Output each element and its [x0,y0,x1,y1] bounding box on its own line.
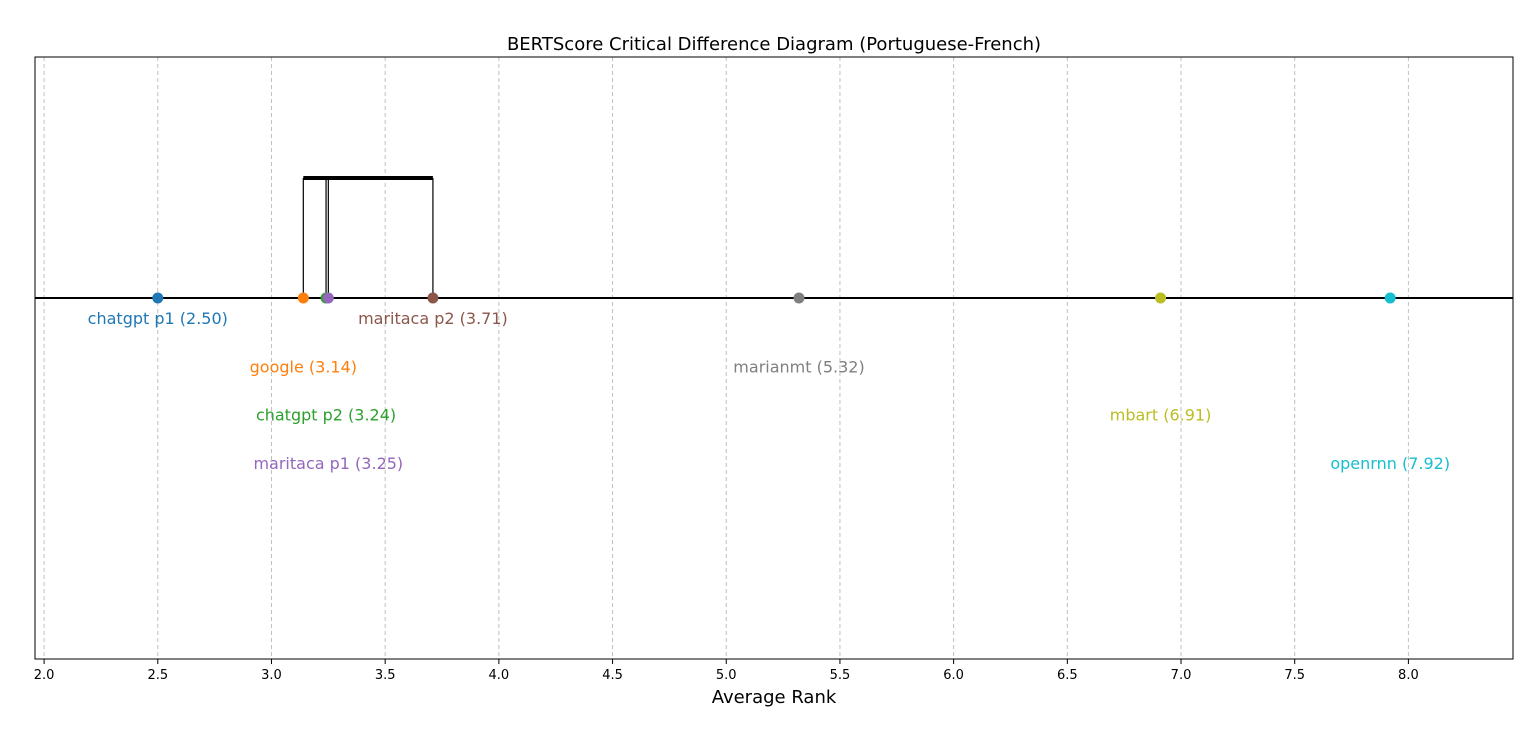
x-tick-label: 3.5 [375,668,396,683]
point-openrnn [1384,292,1396,304]
x-tick-label: 4.5 [602,668,623,683]
label-openrnn: openrnn (7.92) [1330,454,1450,473]
model-points [152,292,1396,304]
x-tick-label: 8.0 [1398,668,1419,683]
label-chatgpt-p1: chatgpt p1 (2.50) [88,309,228,328]
x-tick-label: 4.0 [489,668,510,683]
x-tick-label: 7.0 [1171,668,1192,683]
chart-title: BERTScore Critical Difference Diagram (P… [507,34,1041,55]
label-marianmt: marianmt (5.32) [733,357,864,376]
x-tick-label: 6.5 [1057,668,1078,683]
label-maritaca-p1: maritaca p1 (3.25) [253,454,403,473]
label-google: google (3.14) [250,357,357,376]
point-chatgpt-p1 [152,292,164,304]
model-labels: chatgpt p1 (2.50) google (3.14) chatgpt p2… [88,309,1450,473]
point-google [297,292,309,304]
x-tick-label: 2.0 [34,668,55,683]
label-maritaca-p2: maritaca p2 (3.71) [358,309,508,328]
x-tick-label: 5.0 [716,668,737,683]
label-chatgpt-p2: chatgpt p2 (3.24) [256,406,396,425]
clique-bars [302,176,434,298]
label-mbart: mbart (6.91) [1110,406,1212,425]
x-tick-label: 2.5 [147,668,168,683]
point-mbart [1155,292,1167,304]
x-tick-label: 5.5 [830,668,851,683]
x-axis-label: Average Rank [712,687,837,708]
point-maritaca-p2 [427,292,439,304]
plot-background [35,57,1513,659]
x-tick-label: 7.5 [1284,668,1305,683]
point-marianmt [793,292,805,304]
x-tick-label: 6.0 [943,668,964,683]
plot-frame [34,56,1514,660]
x-ticks: 2.0 2.5 3.0 3.5 4.0 4.5 5.0 5.5 6.0 6.5 7.0 7.5 8.0 [34,659,1419,683]
grid-lines [43,57,1409,659]
point-maritaca-p1 [322,292,334,304]
x-tick-label: 3.0 [261,668,282,683]
